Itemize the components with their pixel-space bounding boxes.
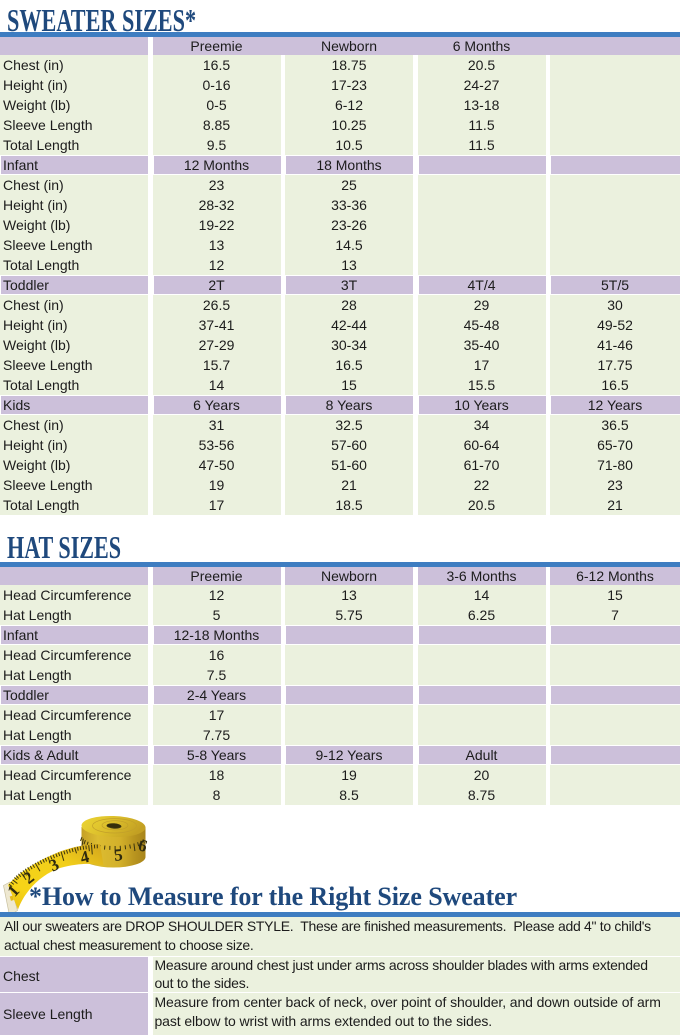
svg-text:5: 5	[113, 845, 123, 865]
